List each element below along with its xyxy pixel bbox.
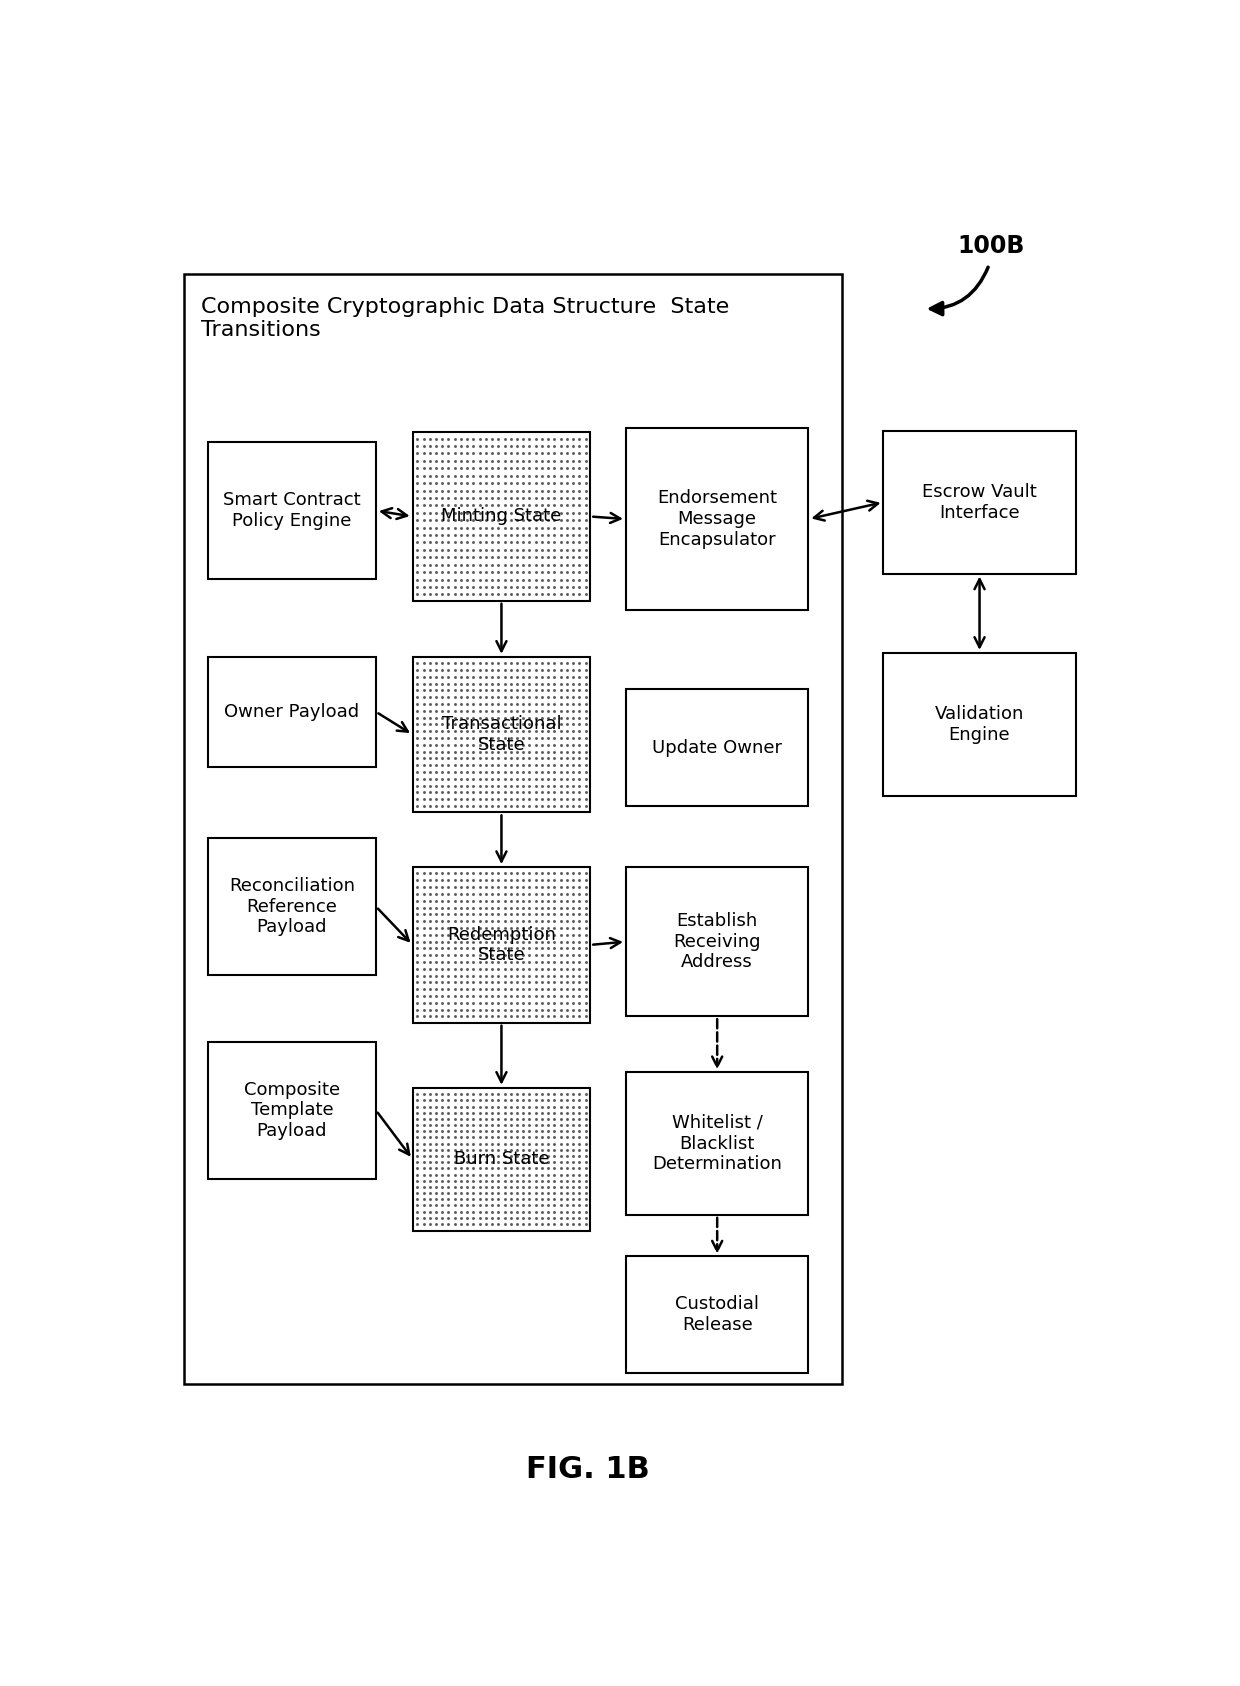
Bar xyxy=(626,1256,808,1374)
Text: Whitelist /
Blacklist
Determination: Whitelist / Blacklist Determination xyxy=(652,1114,782,1173)
Bar xyxy=(413,1087,590,1231)
Text: Redemption
State: Redemption State xyxy=(446,926,556,964)
Bar xyxy=(413,432,590,600)
Bar xyxy=(626,1072,808,1216)
Bar xyxy=(626,690,808,806)
Bar xyxy=(883,652,1075,796)
Bar xyxy=(626,428,808,610)
Text: Composite Cryptographic Data Structure  State
Transitions: Composite Cryptographic Data Structure S… xyxy=(201,297,729,341)
Bar xyxy=(208,658,376,767)
Text: 100B: 100B xyxy=(957,234,1024,258)
Text: Establish
Receiving
Address: Establish Receiving Address xyxy=(673,912,761,971)
Bar xyxy=(208,1042,376,1179)
Text: Escrow Vault
Interface: Escrow Vault Interface xyxy=(923,482,1037,521)
Text: Validation
Engine: Validation Engine xyxy=(935,705,1024,744)
Bar xyxy=(184,273,842,1384)
Bar xyxy=(883,432,1075,573)
Text: Smart Contract
Policy Engine: Smart Contract Policy Engine xyxy=(223,491,361,529)
Bar xyxy=(413,867,590,1023)
Text: Endorsement
Message
Encapsulator: Endorsement Message Encapsulator xyxy=(657,489,777,550)
Text: Update Owner: Update Owner xyxy=(652,738,782,757)
Text: Burn State: Burn State xyxy=(454,1150,549,1168)
Text: Minting State: Minting State xyxy=(441,507,562,526)
Text: FIG. 1B: FIG. 1B xyxy=(526,1455,650,1484)
Text: Custodial
Release: Custodial Release xyxy=(676,1295,759,1334)
Bar xyxy=(413,658,590,813)
Bar xyxy=(626,867,808,1017)
Bar xyxy=(208,838,376,975)
Text: Owner Payload: Owner Payload xyxy=(224,703,360,722)
Text: Transactional
State: Transactional State xyxy=(441,715,562,754)
Text: Composite
Template
Payload: Composite Template Payload xyxy=(244,1081,340,1140)
Text: Reconciliation
Reference
Payload: Reconciliation Reference Payload xyxy=(229,877,355,936)
Bar xyxy=(208,442,376,578)
